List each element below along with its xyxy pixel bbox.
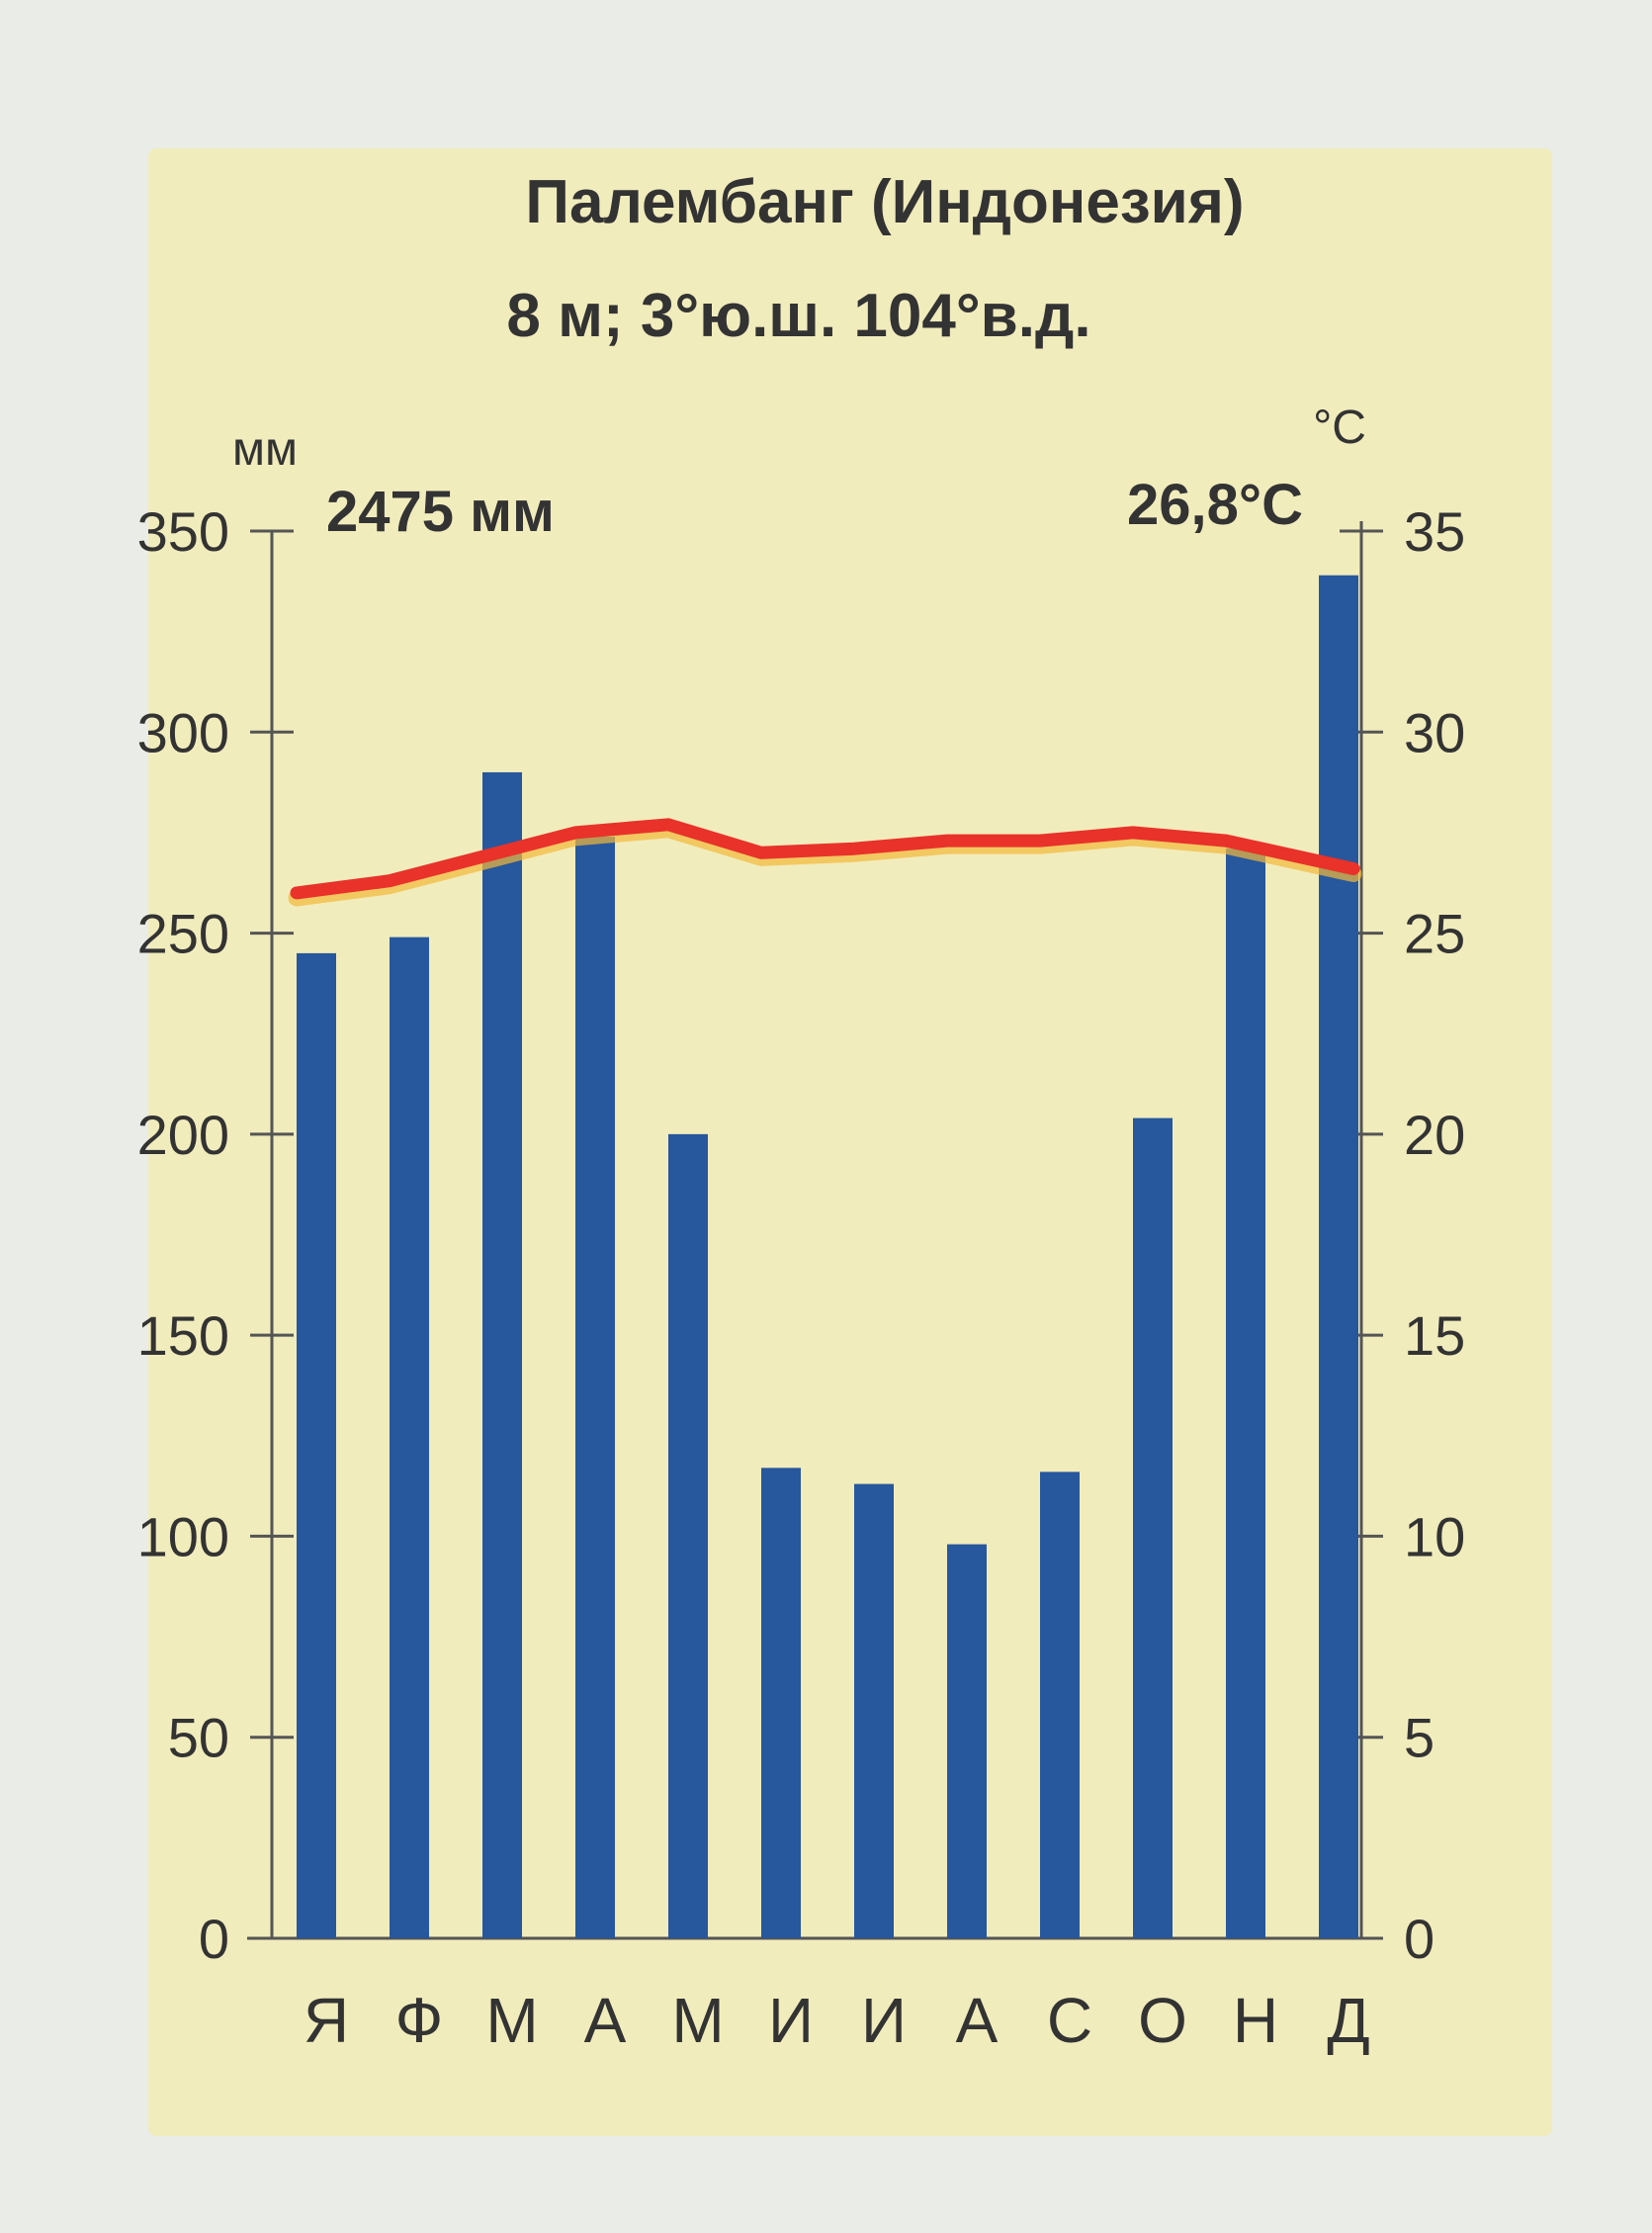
month-label: А	[956, 1985, 999, 2056]
temp-axis-ticks: 0 5 10 15 20 25 30 35	[1340, 500, 1465, 1970]
temp-tick-label: 0	[1404, 1908, 1435, 1970]
precip-unit-label: мм	[232, 423, 298, 476]
month-label: О	[1138, 1985, 1187, 2056]
month-label: М	[485, 1985, 538, 2056]
month-label: Ф	[395, 1985, 444, 2056]
temp-tick-label: 15	[1404, 1304, 1465, 1367]
precip-bar	[1133, 1117, 1173, 1938]
precip-bar	[1319, 575, 1358, 1938]
precip-tick-label: 0	[199, 1908, 229, 1970]
precip-bar	[482, 771, 522, 1938]
precip-bar	[1226, 849, 1265, 1938]
month-label: Д	[1327, 1985, 1369, 2056]
month-label: М	[671, 1985, 724, 2056]
month-label: Я	[304, 1985, 349, 2056]
precip-bar	[1040, 1472, 1080, 1938]
precip-tick-label: 250	[137, 903, 229, 965]
temp-tick-label: 35	[1404, 500, 1465, 563]
precip-bar	[668, 1133, 708, 1938]
precip-tick-label: 200	[137, 1104, 229, 1166]
precip-tick-label: 300	[137, 701, 229, 763]
temp-tick-label: 30	[1404, 701, 1465, 763]
temp-tick-label: 5	[1404, 1707, 1435, 1769]
precip-tick-label: 50	[168, 1707, 229, 1769]
temp-tick-label: 10	[1404, 1505, 1465, 1567]
precip-bar	[575, 836, 615, 1938]
temp-tick-label: 20	[1404, 1104, 1465, 1166]
precip-bar	[854, 1483, 894, 1938]
precip-tick-label: 100	[137, 1505, 229, 1567]
precip-bar	[761, 1468, 801, 1938]
temp-tick-label: 25	[1404, 903, 1465, 965]
precip-total-label: 2475 мм	[326, 480, 555, 544]
precip-axis-ticks: 0 50 100 150 200 250 300 350	[137, 500, 294, 1970]
chart-title: Палембанг (Индонезия)	[525, 168, 1244, 236]
precip-tick-label: 150	[137, 1304, 229, 1367]
month-label: И	[861, 1985, 907, 2056]
precip-bars	[297, 575, 1358, 1938]
month-label: И	[768, 1985, 814, 2056]
chart-card	[148, 148, 1552, 2136]
temp-unit-label: °C	[1313, 402, 1366, 454]
temperature-line	[290, 818, 1360, 900]
precip-bar	[947, 1544, 987, 1938]
month-label: А	[584, 1985, 627, 2056]
month-label: Н	[1233, 1985, 1278, 2056]
month-label: С	[1047, 1985, 1092, 2056]
temperature-series	[288, 818, 1362, 907]
precip-bar	[390, 937, 429, 1938]
chart-subtitle: 8 м; 3°ю.ш. 104°в.д.	[506, 282, 1090, 350]
temp-mean-label: 26,8°C	[1127, 473, 1303, 537]
precip-bar	[297, 952, 336, 1938]
precip-tick-label: 350	[137, 500, 229, 563]
